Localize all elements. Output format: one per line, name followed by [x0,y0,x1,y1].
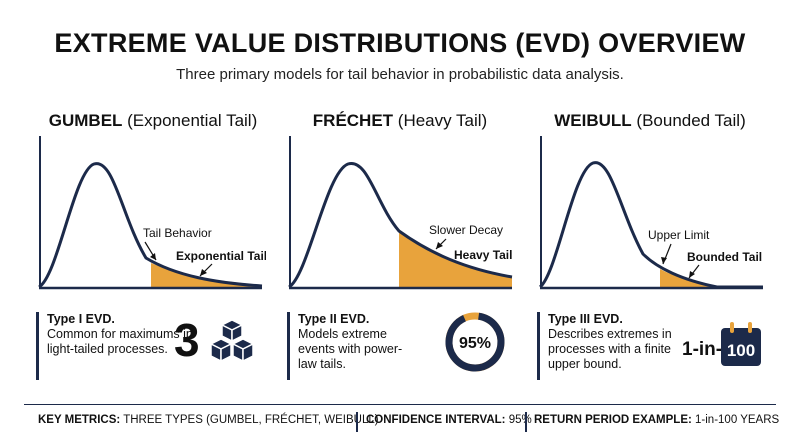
weibull-name: WEIBULL [554,111,632,130]
page-subtitle: Three primary models for tail behavior i… [176,66,624,83]
frechet-description: Models extreme events with power-law tai… [298,327,403,371]
gumbel-subtitle: (Exponential Tail) [122,111,258,130]
gumbel-description-block: Type I EVD. Common for maximums in light… [47,312,197,357]
weibull-annotation-arrowhead [661,257,667,264]
weibull-tail-label: Bounded Tail [687,250,762,264]
calendar-ring-right [748,322,752,333]
gumbel-type-label: Type I EVD. [47,312,115,326]
frechet-subtitle: (Heavy Tail) [393,111,488,130]
frechet-metric: 95% [459,335,491,352]
calendar-body [721,328,761,366]
calendar-icon: 100 [721,322,761,366]
footer-key-metrics: KEY METRICS: THREE TYPES (GUMBEL, FRÉCHE… [38,414,379,426]
gumbel-tail-label: Exponential Tail [176,249,266,263]
calendar-ring-left [730,322,734,333]
weibull-type-label: Type III EVD. [548,312,623,326]
weibull-density-curve [538,161,763,289]
frechet-density-curve [288,162,513,289]
gumbel-tail-arrowhead [200,269,207,276]
footer-confidence: CONFIDENCE INTERVAL: 95% [366,414,532,426]
weibull-subtitle: (Bounded Tail) [631,111,746,130]
footer-metrics: KEY METRICS: THREE TYPES (GUMBEL, FRÉCHE… [0,412,800,434]
gumbel-metric: 3 [174,314,200,366]
gumbel-annotation: Tail Behavior [143,226,212,240]
gumbel-description: Common for maximums in light-tailed proc… [47,327,193,356]
weibull-tail-area [660,269,717,288]
gumbel-curve-chart: Tail Behavior Exponential Tail [38,136,266,290]
footer-return-value: 1-in-100 YEARS [691,414,780,426]
donut-gauge-icon: 95% [445,312,505,372]
frechet-description-block: Type II EVD. Models extreme events with … [298,312,418,372]
footer-confidence-value: 95% [505,414,532,426]
cubes-icon [210,319,254,362]
page-title: EXTREME VALUE DISTRIBUTIONS (EVD) OVERVI… [54,28,746,58]
weibull-curve-chart: Upper Limit Bounded Tail [538,136,763,290]
footer-key-metrics-value: THREE TYPES (GUMBEL, FRÉCHET, WEIBULL) [120,414,379,426]
gumbel-density-curve [38,162,263,289]
gumbel-heading: GUMBEL (Exponential Tail) [28,111,278,131]
footer-return-period: RETURN PERIOD EXAMPLE: 1-in-100 YEARS [534,414,779,426]
frechet-heading: FRÉCHET (Heavy Tail) [275,111,525,131]
footer-separator [356,412,358,432]
weibull-tail-arrowhead [689,271,695,278]
gumbel-info-box: Type I EVD. Common for maximums in light… [36,312,193,380]
footer-divider [24,404,776,405]
frechet-type-label: Type II EVD. [298,312,370,326]
weibull-heading: WEIBULL (Bounded Tail) [525,111,775,131]
gumbel-name: GUMBEL [48,111,123,130]
weibull-metric: 100 [726,341,756,360]
frechet-tail-area [399,231,512,288]
footer-key-metrics-label: KEY METRICS: [38,414,121,426]
weibull-annotation: Upper Limit [648,228,710,242]
weibull-metric-prefix: 1-in- [682,339,723,360]
gumbel-tail-area [151,263,262,288]
weibull-description: Describes extremes in processes with a f… [548,327,672,371]
frechet-annotation-arrowhead [436,242,443,249]
weibull-info-box: Type III EVD. Describes extremes in proc… [537,312,677,380]
weibull-description-block: Type III EVD. Describes extremes in proc… [548,312,678,372]
frechet-annotation: Slower Decay [429,223,503,237]
footer-confidence-label: CONFIDENCE INTERVAL: [366,414,506,426]
gumbel-annotation-arrowhead [150,253,156,260]
frechet-name: FRÉCHET [312,111,394,130]
footer-return-label: RETURN PERIOD EXAMPLE: [534,414,692,426]
frechet-info-box: Type II EVD. Models extreme events with … [287,312,427,380]
frechet-curve-chart: Slower Decay Heavy Tail [288,136,513,290]
footer-separator [525,412,527,432]
frechet-tail-label: Heavy Tail [454,248,512,262]
